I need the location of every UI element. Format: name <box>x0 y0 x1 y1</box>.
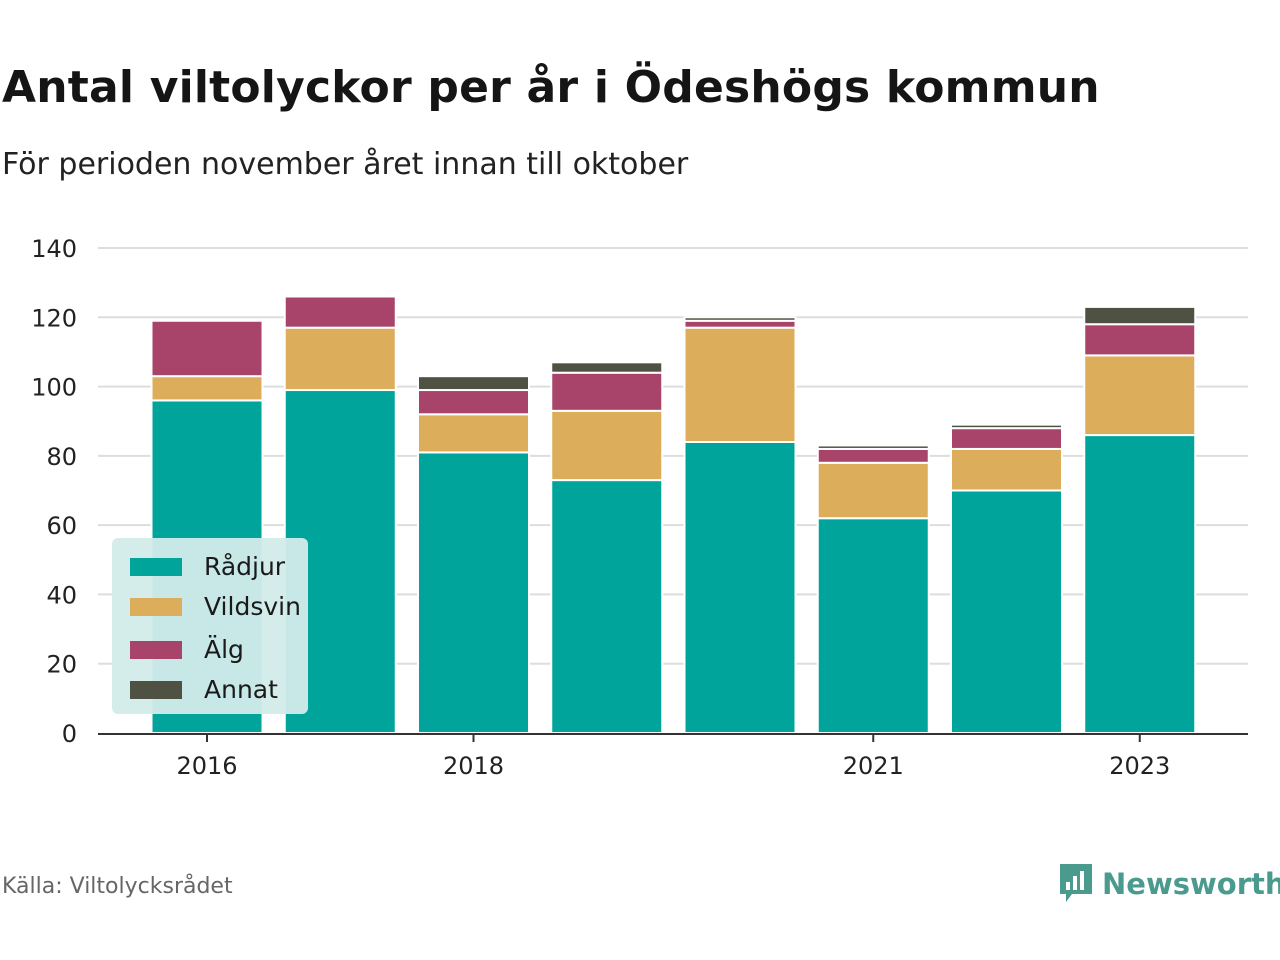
bar-segment-älg <box>417 389 530 416</box>
legend-label-radjur: Rådjur <box>204 552 286 581</box>
source-note: Källa: Viltolycksrådet <box>2 874 233 899</box>
y-tick-label: 20 <box>46 651 77 679</box>
x-tick-label: 2016 <box>176 752 237 780</box>
bar-segment-vildsvin <box>816 461 930 520</box>
brand-logo[interactable]: Newsworthy <box>1058 862 1280 906</box>
legend-item-vildsvin: Vildsvin <box>130 592 301 621</box>
bar-segment-vildsvin <box>150 375 264 402</box>
bar-segment-älg <box>1083 323 1197 357</box>
legend: Rådjur Vildsvin Älg Annat <box>112 538 308 714</box>
legend-label-vildsvin: Vildsvin <box>204 592 301 621</box>
newsworthy-logo-icon <box>1060 864 1092 902</box>
bar-segment-älg <box>550 371 664 412</box>
legend-item-annat: Annat <box>130 675 278 704</box>
brand-name: Newsworthy <box>1102 867 1280 901</box>
legend-label-annat: Annat <box>204 675 278 704</box>
bar-segment-rådjur <box>1083 434 1197 734</box>
bar-segment-annat <box>816 444 930 450</box>
bar-segment-älg <box>683 319 797 329</box>
bar-segment-älg <box>816 447 930 464</box>
bar-segment-vildsvin <box>283 326 397 392</box>
chart-title: Antal viltolyckor per år i Ödeshögs komm… <box>2 62 1100 113</box>
y-axis-ticks: 0 20 40 60 80 100 120 140 <box>31 235 77 748</box>
y-tick-label: 0 <box>62 720 77 748</box>
bar-segment-annat <box>1083 305 1197 326</box>
y-tick-label: 140 <box>31 235 77 263</box>
legend-swatch-annat <box>130 680 182 699</box>
x-tick-label: 2018 <box>443 752 504 780</box>
bar-segment-älg <box>150 319 264 378</box>
chart-subtitle: För perioden november året innan till ok… <box>2 147 689 182</box>
bar-segment-älg <box>950 427 1063 450</box>
y-tick-label: 60 <box>46 512 77 540</box>
y-tick-label: 120 <box>31 304 77 332</box>
y-tick-label: 80 <box>46 443 77 471</box>
legend-label-alg: Älg <box>204 635 244 664</box>
bar-segment-rådjur <box>550 479 664 734</box>
legend-item-radjur: Rådjur <box>130 552 285 581</box>
bar-segment-annat <box>550 361 664 374</box>
y-tick-label: 100 <box>31 374 77 402</box>
bar-segment-annat <box>950 423 1063 430</box>
bar-segment-vildsvin <box>683 326 797 443</box>
x-tick-label: 2023 <box>1109 752 1170 780</box>
bar-segment-rådjur <box>683 441 797 734</box>
bar-segment-annat <box>417 375 530 392</box>
bars <box>150 295 1197 735</box>
bar-segment-vildsvin <box>550 409 664 482</box>
legend-item-alg: Älg <box>130 635 244 664</box>
bar-segment-rådjur <box>417 451 530 734</box>
bar-segment-älg <box>283 295 397 329</box>
legend-swatch-vildsvin <box>130 597 182 616</box>
bar-segment-annat <box>683 316 797 322</box>
bar-segment-rådjur <box>950 489 1063 734</box>
x-tick-label: 2021 <box>843 752 904 780</box>
x-axis-ticks: 2016 2018 2021 2023 <box>176 734 1170 780</box>
bar-segment-vildsvin <box>1083 354 1197 437</box>
bar-segment-vildsvin <box>950 447 1063 492</box>
bar-segment-rådjur <box>816 517 930 735</box>
y-tick-label: 40 <box>46 581 77 609</box>
legend-swatch-radjur <box>130 557 182 576</box>
legend-swatch-alg <box>130 640 182 659</box>
bar-segment-vildsvin <box>417 413 530 454</box>
